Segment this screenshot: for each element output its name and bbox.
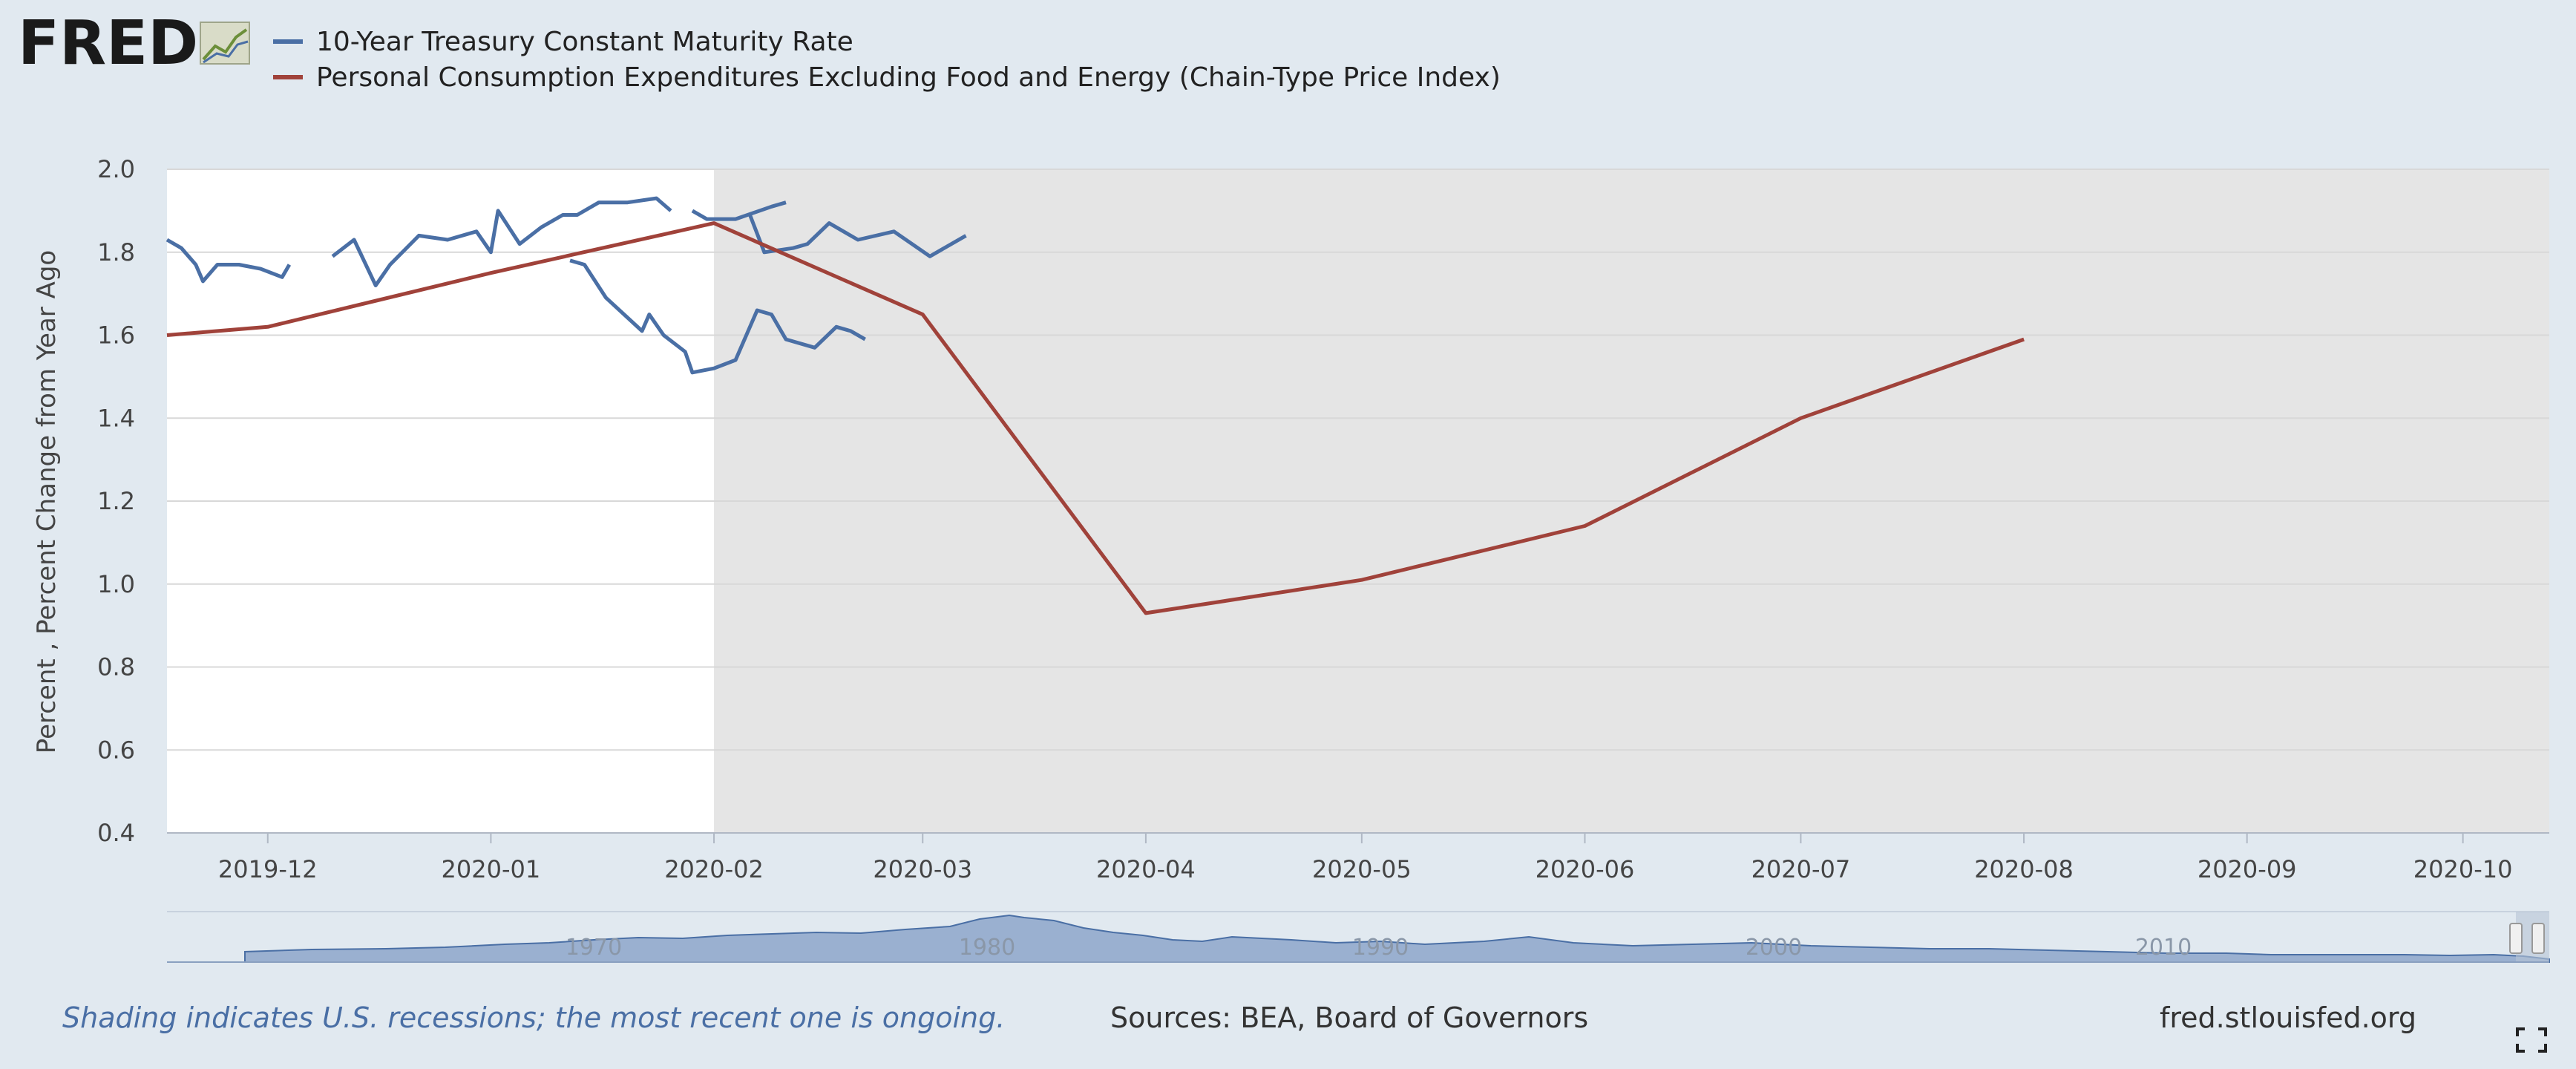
y-tick-label: 1.2 xyxy=(97,487,135,515)
y-axis: 2.0 1.8 1.6 1.4 1.2 1.0 0.8 0.6 0.4 xyxy=(97,155,135,847)
y-axis-title: Percent , Percent Change from Year Ago xyxy=(32,250,62,753)
y-tick-label: 0.6 xyxy=(97,736,135,764)
x-tick-label: 2020-07 xyxy=(1751,855,1851,883)
legend-item-pce[interactable]: Personal Consumption Expenditures Exclud… xyxy=(273,62,1501,93)
grid-lines xyxy=(167,169,2549,834)
x-tick-label: 2020-10 xyxy=(2413,855,2513,883)
x-tick-label: 2020-02 xyxy=(664,855,764,883)
y-tick-label: 1.0 xyxy=(97,570,135,598)
fred-logo[interactable]: FRED xyxy=(18,8,250,79)
y-tick-label: 0.4 xyxy=(97,819,135,847)
navigator-label: 1980 xyxy=(959,935,1015,961)
legend-label-treasury: 10-Year Treasury Constant Maturity Rate xyxy=(316,27,853,57)
y-tick-label: 2.0 xyxy=(97,155,135,183)
x-tick-label: 2020-06 xyxy=(1536,855,1635,883)
series-line-treasury[interactable] xyxy=(331,196,672,287)
recession-note: Shading indicates U.S. recessions; the m… xyxy=(62,1001,1005,1034)
legend-item-treasury[interactable]: 10-Year Treasury Constant Maturity Rate xyxy=(273,27,853,57)
navigator-area xyxy=(244,914,2550,963)
y-tick-label: 1.8 xyxy=(97,238,135,267)
series-layer xyxy=(165,196,2025,615)
x-tick-label: 2020-03 xyxy=(873,855,972,883)
legend-label-pce: Personal Consumption Expenditures Exclud… xyxy=(316,62,1501,93)
fred-logo-text: FRED xyxy=(18,8,198,79)
series-line-pce[interactable] xyxy=(166,221,2025,615)
x-tick-label: 2019-12 xyxy=(218,855,318,883)
y-tick-label: 0.8 xyxy=(97,653,135,681)
site-link[interactable]: fred.stlouisfed.org xyxy=(2160,1001,2416,1034)
navigator[interactable]: 1970 1980 1990 2000 2010 xyxy=(167,911,2550,963)
fullscreen-icon[interactable] xyxy=(2511,1023,2547,1056)
chart-line-icon xyxy=(200,22,250,65)
navigator-label: 2010 xyxy=(2135,935,2192,961)
x-tick-label: 2020-04 xyxy=(1096,855,1196,883)
x-tick-label: 2020-01 xyxy=(442,855,541,883)
navigator-handle-right[interactable] xyxy=(2531,923,2545,954)
series-line-treasury[interactable] xyxy=(691,200,787,221)
y-tick-label: 1.4 xyxy=(97,404,135,432)
x-tick-label: 2020-09 xyxy=(2198,855,2297,883)
x-tick-label: 2020-08 xyxy=(1974,855,2074,883)
legend: 10-Year Treasury Constant Maturity Rate … xyxy=(273,27,1501,93)
navigator-handle-left[interactable] xyxy=(2509,923,2523,954)
y-tick-label: 1.6 xyxy=(97,321,135,350)
navigator-label: 2000 xyxy=(1746,935,1802,961)
x-axis: 2019-12 2020-01 2020-02 2020-03 2020-04 2020-… xyxy=(167,832,2549,883)
sources-text: Sources: BEA, Board of Governors xyxy=(1110,1001,1588,1034)
series-line-treasury[interactable] xyxy=(165,238,292,284)
navigator-label: 1970 xyxy=(566,935,622,961)
series-line-treasury[interactable] xyxy=(569,258,866,375)
navigator-label: 1990 xyxy=(1352,935,1409,961)
x-tick-label: 2020-05 xyxy=(1312,855,1412,883)
